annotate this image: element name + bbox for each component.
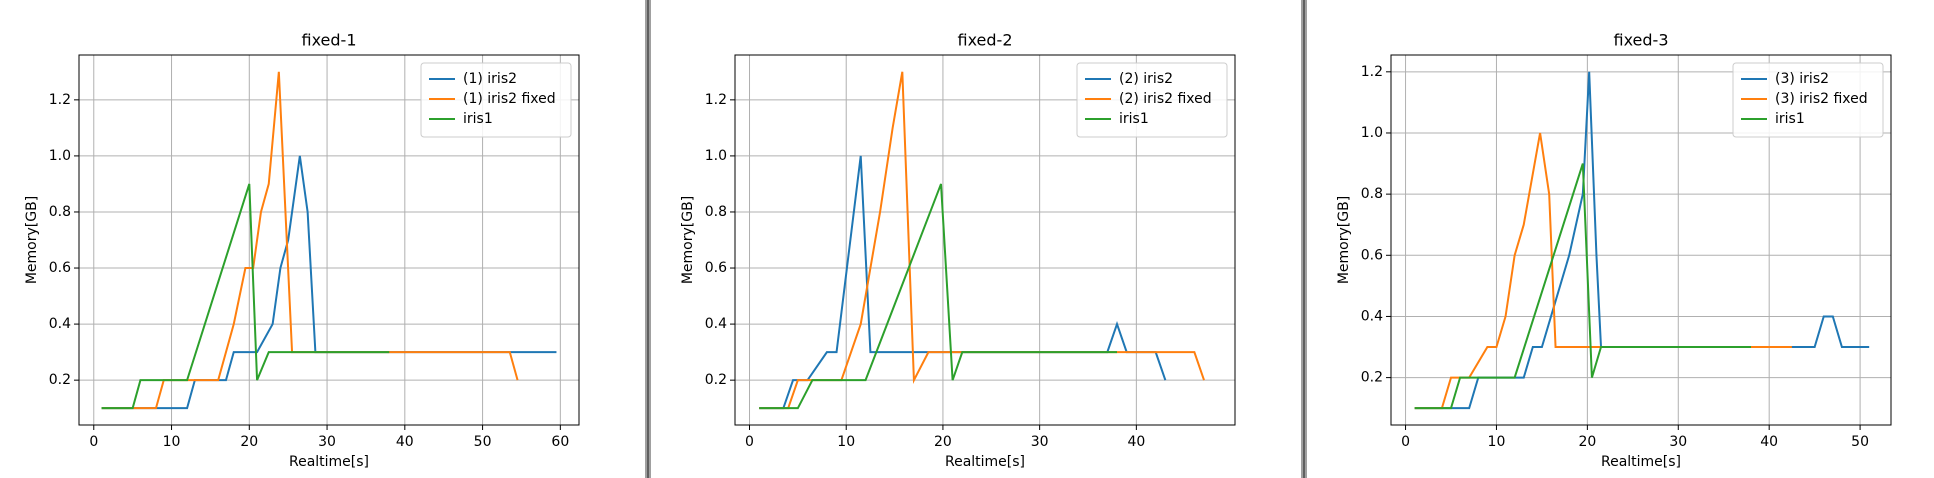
y-tick-label: 0.8 xyxy=(1361,186,1383,202)
legend-box xyxy=(420,62,572,138)
x-tick-label: 60 xyxy=(551,434,569,450)
x-tick-label: 10 xyxy=(1488,434,1506,450)
legend-label: iris1 xyxy=(1775,111,1805,127)
legend-label: (3) iris2 fixed xyxy=(1775,91,1868,107)
series-line xyxy=(759,155,1167,410)
y-axis-label: Memory[GB] xyxy=(1336,196,1352,284)
y-tick-label: 0.2 xyxy=(705,372,727,388)
series-line xyxy=(101,183,390,410)
y-tick-label: 1.0 xyxy=(705,148,727,164)
legend-label: (3) iris2 xyxy=(1775,71,1829,87)
y-tick-label: 0.8 xyxy=(49,204,71,220)
y-axis-label: Memory[GB] xyxy=(24,196,40,284)
axes-frame xyxy=(1390,54,1892,426)
x-tick-label: 40 xyxy=(1760,434,1778,450)
x-tick-label: 0 xyxy=(1401,434,1410,450)
x-tick-label: 50 xyxy=(1851,434,1869,450)
x-tick-label: 20 xyxy=(934,434,952,450)
series-line xyxy=(101,155,557,410)
y-tick-label: 1.2 xyxy=(1361,64,1383,80)
y-tick-label: 1.0 xyxy=(1361,125,1383,141)
x-tick-label: 30 xyxy=(318,434,336,450)
legend-label: iris1 xyxy=(1119,111,1149,127)
y-tick-label: 1.0 xyxy=(49,148,71,164)
x-tick-label: 0 xyxy=(89,434,98,450)
axes-frame xyxy=(78,54,580,426)
x-tick-label: 10 xyxy=(163,434,181,450)
y-axis-label: Memory[GB] xyxy=(680,196,696,284)
y-tick-label: 0.2 xyxy=(49,372,71,388)
y-tick-label: 0.4 xyxy=(49,316,71,332)
divider-core xyxy=(1303,0,1305,478)
y-tick-label: 0.4 xyxy=(705,316,727,332)
y-tick-label: 0.6 xyxy=(1361,247,1383,263)
x-tick-label: 40 xyxy=(1127,434,1145,450)
x-tick-label: 50 xyxy=(474,434,492,450)
legend-label: (2) iris2 xyxy=(1119,71,1173,87)
divider-core xyxy=(647,0,649,478)
y-tick-label: 0.8 xyxy=(705,204,727,220)
y-tick-label: 0.2 xyxy=(1361,370,1383,386)
series-line xyxy=(1414,163,1751,410)
legend-label: (2) iris2 fixed xyxy=(1119,91,1212,107)
chart-title: fixed-3 xyxy=(1613,31,1668,50)
x-tick-label: 0 xyxy=(745,434,754,450)
x-axis-label: Realtime[s] xyxy=(289,454,369,470)
series-line xyxy=(1414,132,1792,410)
chart-title: fixed-2 xyxy=(957,31,1012,50)
series-line xyxy=(759,183,1118,410)
x-axis-label: Realtime[s] xyxy=(945,454,1025,470)
y-tick-label: 0.6 xyxy=(705,260,727,276)
legend-box xyxy=(1076,62,1228,138)
legend-label: (1) iris2 xyxy=(463,71,517,87)
axes-frame xyxy=(734,54,1236,426)
x-axis-label: Realtime[s] xyxy=(1601,454,1681,470)
y-tick-label: 1.2 xyxy=(705,92,727,108)
x-tick-label: 40 xyxy=(396,434,414,450)
legend-box xyxy=(1732,62,1884,138)
x-tick-label: 30 xyxy=(1669,434,1687,450)
x-tick-label: 10 xyxy=(837,434,855,450)
legend-label: (1) iris2 fixed xyxy=(463,91,556,107)
y-tick-label: 0.4 xyxy=(1361,308,1383,324)
chart-title: fixed-1 xyxy=(301,31,356,50)
legend-label: iris1 xyxy=(463,111,493,127)
y-tick-label: 0.6 xyxy=(49,260,71,276)
y-tick-label: 1.2 xyxy=(49,92,71,108)
x-tick-label: 20 xyxy=(240,434,258,450)
x-tick-label: 30 xyxy=(1031,434,1049,450)
x-tick-label: 20 xyxy=(1578,434,1596,450)
